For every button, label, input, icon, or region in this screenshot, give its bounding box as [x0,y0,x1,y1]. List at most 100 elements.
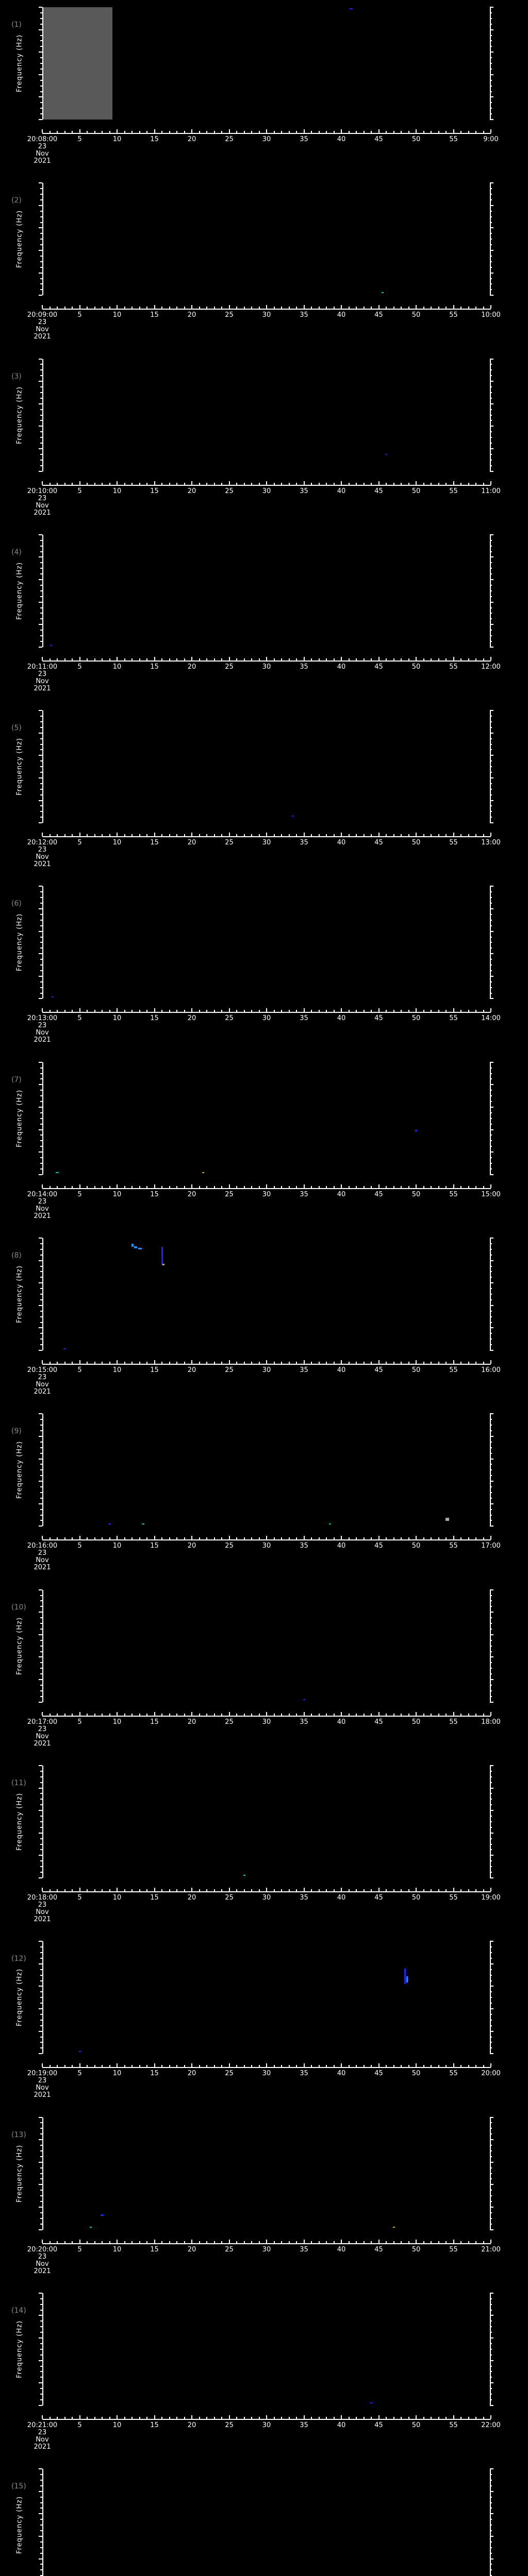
x-tick [453,656,454,660]
x-tick-label: 30 [262,135,271,143]
y-axis-title: Frequency (Hz) [15,2496,24,2554]
y-tick-right [490,1832,493,1834]
x-tick-minor [333,1889,335,1891]
y-tick-minor-right [490,1288,492,1290]
x-tick-minor [236,482,237,485]
plot-area[interactable] [42,7,491,120]
date-line: Nov [36,1732,49,1740]
x-tick-minor [326,834,327,837]
x-tick-minor [139,658,140,660]
x-tick-minor [131,1185,133,1188]
x-tick-label: 55 [449,663,458,671]
y-tick-minor [40,2541,42,2543]
y-tick [39,1941,42,1942]
right-axis-spine [490,358,493,472]
y-tick-minor-right [490,817,492,818]
plot-area[interactable] [42,1589,491,1702]
x-tick-minor [326,1362,327,1364]
y-tick-minor [40,1816,42,1817]
x-tick-minor [213,658,215,660]
x-tick-minor [64,658,65,660]
x-tick-minor [460,2416,461,2419]
x-tick [453,1184,454,1188]
x-tick-label: 30 [262,1542,271,1550]
date-line: 2021 [34,2443,51,2451]
y-tick-right [490,52,493,53]
y-tick-minor [40,1595,42,1596]
y-tick-minor [40,369,42,371]
y-tick [39,403,42,404]
y-tick-right [490,2139,493,2141]
x-tick-minor [401,131,402,133]
y-tick-minor-right [490,2217,492,2219]
y-tick [39,7,42,8]
x-tick-minor [333,834,335,837]
y-tick-minor-right [490,2298,492,2299]
x-tick [154,1887,155,1891]
x-tick-minor [431,2065,432,2067]
y-tick-minor [40,1078,42,1080]
plot-area[interactable] [42,2293,491,2405]
x-tick-label: 40 [337,311,346,319]
x-tick [303,1360,305,1364]
plot-area[interactable] [42,1941,491,2054]
plot-area[interactable] [42,710,491,823]
x-tick-minor [169,2241,170,2243]
y-tick-minor [40,1333,42,1334]
y-tick-minor-right [490,1486,492,1488]
y-tick-minor-right [490,1860,492,1862]
plot-area[interactable] [42,1414,491,1527]
y-tick-right [490,1413,493,1415]
x-tick-minor [475,1010,476,1012]
y-tick-minor [40,2365,42,2367]
x-tick-minor [288,131,290,133]
y-tick-minor [40,1606,42,1607]
x-tick [266,1008,267,1012]
x-tick-minor [94,1362,95,1364]
x-tick [490,2415,491,2419]
x-tick-label: 5 [77,2070,82,2078]
y-tick-minor-right [490,970,492,971]
x-axis-start-time-label: 20:19:00 [27,2070,58,2078]
y-tick-minor [40,2519,42,2520]
y-axis-spine [39,534,43,648]
plot-area[interactable] [42,183,491,296]
y-tick [39,1084,42,1086]
y-tick-minor-right [490,2388,492,2389]
y-tick-minor [40,1860,42,1862]
plot-area[interactable] [42,534,491,647]
plot-area[interactable] [42,886,491,999]
y-tick-minor-right [490,1243,492,1244]
plot-area[interactable] [42,1062,491,1175]
spectrogram-panel: 0200400600800100051015202530354045505520… [0,2462,528,2576]
y-axis-spine [39,1589,43,1703]
x-tick [303,305,305,309]
x-tick-minor [446,131,447,133]
plot-area[interactable] [42,2117,491,2230]
x-tick-minor [333,1362,335,1364]
plot-area[interactable] [42,1238,491,1351]
y-tick-minor-right [490,1690,492,1691]
date-line: 2021 [34,333,51,341]
x-tick [378,1887,380,1891]
panel-index-label: (15) [11,2482,26,2491]
x-tick-label: 35 [300,1893,308,1902]
plot-area[interactable] [42,2469,491,2576]
x-tick-minor [184,1010,185,1012]
x-tick-label: 10 [112,2070,122,2078]
y-tick-minor [40,539,42,541]
y-tick [39,2468,42,2470]
y-tick-minor-right [490,1333,492,1334]
x-tick-minor [333,1713,335,1716]
y-tick-right [490,96,493,98]
x-tick-label: 45 [374,2421,383,2429]
x-tick-minor [371,1010,372,1012]
date-line: 23 [38,846,47,854]
plot-area[interactable] [42,359,491,471]
y-tick-minor [40,1997,42,1998]
x-axis-spine [42,656,491,662]
y-tick-minor-right [490,2496,492,2498]
plot-area[interactable] [42,1765,491,1878]
x-axis-spine [42,833,491,838]
x-tick-minor [475,834,476,837]
